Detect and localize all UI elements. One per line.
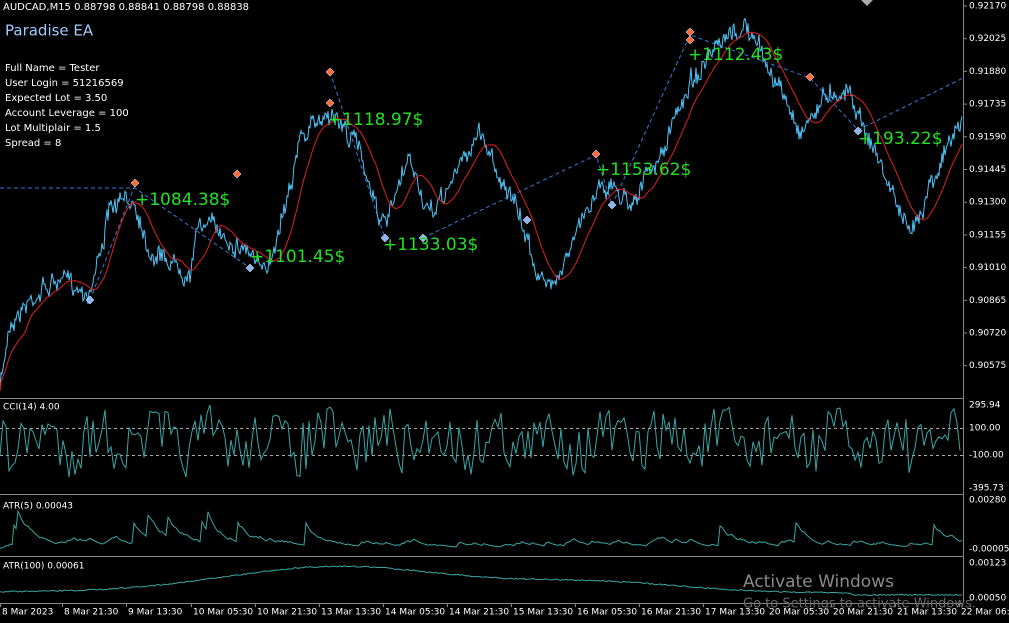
time-label: 15 Mar 13:30	[513, 608, 573, 618]
time-label: 14 Mar 21:30	[449, 608, 509, 618]
price-line	[0, 17, 963, 391]
price-label: 0.91735	[969, 100, 1006, 110]
trade-marker	[685, 35, 695, 45]
price-label: 0.92025	[969, 34, 1006, 44]
time-label: 16 Mar 21:30	[641, 608, 701, 618]
time-label: 14 Mar 05:30	[385, 608, 445, 618]
trade-marker	[380, 233, 390, 243]
trade-marker	[325, 98, 335, 108]
account-info: Spread = 8	[5, 138, 61, 149]
trade-marker	[522, 215, 532, 225]
price-label: 0.91010	[969, 263, 1006, 273]
atr5-line	[0, 509, 963, 549]
time-label: 8 Mar 21:30	[64, 608, 119, 618]
trade-marker	[607, 200, 617, 210]
scroll-marker	[861, 0, 873, 6]
trade-profit: +1101.45$	[250, 247, 345, 267]
time-label: 20 Mar 21:30	[833, 608, 893, 618]
trade-marker	[325, 67, 335, 77]
price-label: 0.91880	[969, 67, 1006, 77]
price-label: 0.92170	[969, 2, 1006, 12]
indicator-axis-label: 0.00123	[969, 559, 1006, 569]
price-label: 0.91445	[969, 165, 1006, 175]
price-label: 0.90865	[969, 296, 1006, 306]
cci-line	[0, 404, 961, 478]
watermark-subtitle: Go to Settings to activate Windows.	[743, 597, 976, 612]
frame	[0, 0, 964, 604]
price-label: 0.91590	[969, 132, 1006, 142]
price-label: 0.90720	[969, 329, 1006, 339]
watermark-title: Activate Windows	[743, 572, 894, 592]
indicator-axis-label: -395.73	[969, 484, 1004, 494]
time-label: 13 Mar 13:30	[321, 608, 381, 618]
trade-marker	[418, 233, 428, 243]
trade-marker	[805, 72, 815, 82]
price-label: 0.91155	[969, 230, 1006, 240]
ea-name: Paradise EA	[5, 22, 94, 40]
indicator-axis-label: -0.00005	[969, 545, 1009, 555]
trade-line	[857, 77, 964, 131]
indicator-axis-label: 0.00050	[969, 594, 1006, 604]
time-label: 22 Mar 06:15	[961, 608, 1009, 618]
trade-marker	[245, 263, 255, 273]
account-info: Lot Multiplair = 1.5	[5, 123, 101, 134]
trade-marker	[591, 149, 601, 159]
trade-profit: +1118.97$	[328, 110, 423, 130]
account-info: Expected Lot = 3.50	[5, 93, 107, 104]
trade-profit: +1133.03$	[383, 235, 478, 255]
time-label: 8 Mar 2023	[2, 608, 53, 618]
moving-average	[0, 31, 963, 391]
plots	[0, 17, 963, 597]
time-label: 16 Mar 05:30	[577, 608, 637, 618]
account-info: Full Name = Tester	[5, 63, 100, 74]
trade-profit: +1153.62$	[596, 160, 691, 180]
time-label: 10 Mar 05:30	[193, 608, 253, 618]
trade-line	[329, 71, 386, 239]
atr100-line	[0, 565, 963, 597]
trade-marker	[853, 126, 863, 136]
indicator-axis-label: 100.00	[969, 424, 1001, 434]
trade-marker	[685, 27, 695, 37]
trade-line	[0, 187, 251, 269]
trade-profit: +1112.43$	[688, 45, 783, 65]
indicator-axis-label: 0.00280	[969, 496, 1006, 506]
trade-profit: +1084.38$	[135, 190, 230, 210]
time-label: 20 Mar 05:30	[769, 608, 829, 618]
indicator-title: ATR(5) 0.00043	[3, 502, 73, 512]
symbol-info: AUDCAD,M15 0.88798 0.88841 0.88798 0.888…	[3, 2, 249, 13]
trade-marker	[85, 295, 95, 305]
indicator-title: CCI(14) 4.00	[3, 403, 60, 413]
time-label: 21 Mar 13:30	[897, 608, 957, 618]
price-label: 0.91300	[969, 198, 1006, 208]
time-label: 10 Mar 21:30	[257, 608, 317, 618]
price-label: 0.90575	[969, 361, 1006, 371]
account-info: Account Leverage = 100	[5, 108, 129, 119]
trade-line	[611, 34, 859, 206]
indicator-axis-label: 295.94	[969, 401, 1001, 411]
trade-marker	[232, 169, 242, 179]
trade-profit: +193.22$	[858, 129, 943, 149]
indicator-title: ATR(100) 0.00061	[3, 562, 85, 572]
account-info: User Login = 51216569	[5, 78, 124, 89]
time-label: 9 Mar 13:30	[128, 608, 183, 618]
indicator-axis-label: -100.00	[969, 451, 1004, 461]
time-label: 17 Mar 13:30	[705, 608, 765, 618]
trade-marker	[130, 178, 140, 188]
